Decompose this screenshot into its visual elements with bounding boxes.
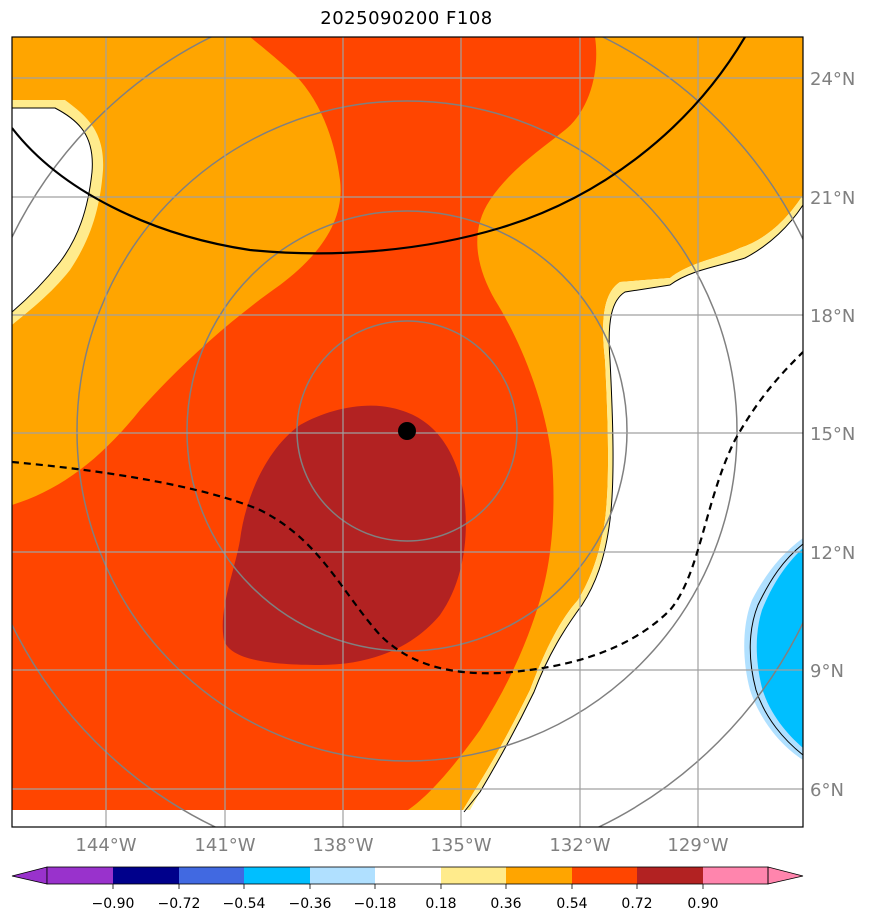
contour-fill-blue (756, 548, 803, 748)
colorbar-label: 0.18 (425, 896, 456, 912)
contour-fill-darkred (222, 405, 466, 665)
colorbar: −0.90 −0.72 −0.54 −0.36 −0.18 0.18 0.36 … (11, 866, 804, 912)
contour-fill-white-nw-inner (12, 108, 93, 312)
contour-line-blue (749, 543, 803, 756)
colorbar-segment (572, 867, 637, 884)
colorbar-segment (310, 867, 375, 884)
colorbar-label: 0.54 (556, 896, 587, 912)
colorbar-label: −0.72 (158, 896, 201, 912)
lat-label: 15°N (810, 424, 855, 445)
colorbar-segment (637, 867, 703, 884)
colorbar-segment (179, 867, 244, 884)
colorbar-extend-high (767, 866, 804, 885)
lat-label: 6°N (810, 780, 844, 801)
colorbar-segment (47, 867, 113, 884)
lon-label: 144°W (75, 835, 136, 856)
range-ring-2 (186, 210, 628, 652)
gridlines (12, 37, 803, 827)
colorbar-frame (46, 866, 769, 885)
colorbar-label: 0.36 (490, 896, 521, 912)
range-ring-1 (296, 320, 518, 542)
lat-label: 21°N (810, 188, 855, 209)
lon-label: 135°W (430, 835, 491, 856)
range-rings (12, 37, 803, 827)
colorbar-segment (441, 867, 506, 884)
lat-label: 9°N (810, 661, 844, 682)
colorbar-label: 0.90 (687, 896, 718, 912)
colorbar-extend-low (11, 866, 48, 885)
dashed-black-curve (12, 351, 803, 675)
lon-label: 141°W (194, 835, 255, 856)
colorbar-segment (244, 867, 310, 884)
lat-label: 12°N (810, 543, 855, 564)
colorbar-label: −0.54 (223, 896, 266, 912)
colorbar-label: −0.36 (289, 896, 332, 912)
lon-label: 132°W (549, 835, 610, 856)
contour-fill-yellow (463, 195, 803, 810)
contour-line-nw (12, 107, 93, 313)
lon-label: 138°W (312, 835, 373, 856)
contour-line-east (463, 204, 803, 813)
colorbar-ticks (112, 884, 704, 889)
plot-frame (11, 36, 804, 828)
colorbar-label: 0.72 (621, 896, 652, 912)
latitude-labels: 24°N 21°N 18°N 15°N 12°N 9°N 6°N (810, 69, 855, 801)
range-ring-3 (76, 100, 738, 762)
colorbar-segment (506, 867, 572, 884)
colorbar-segment (375, 867, 441, 884)
colorbar-segment (703, 867, 768, 884)
lat-label: 18°N (810, 306, 855, 327)
contour-fills (12, 37, 803, 827)
colorbar-label: −0.90 (92, 896, 135, 912)
map-title: 2025090200 F108 (320, 8, 493, 29)
solid-black-arc (12, 37, 746, 255)
lon-label: 129°W (667, 835, 728, 856)
storm-center-marker (398, 422, 416, 440)
colorbar-segment (113, 867, 179, 884)
colorbar-label: −0.18 (354, 896, 397, 912)
lat-label: 24°N (810, 69, 855, 90)
longitude-labels: 144°W 141°W 138°W 135°W 132°W 129°W (75, 835, 728, 856)
